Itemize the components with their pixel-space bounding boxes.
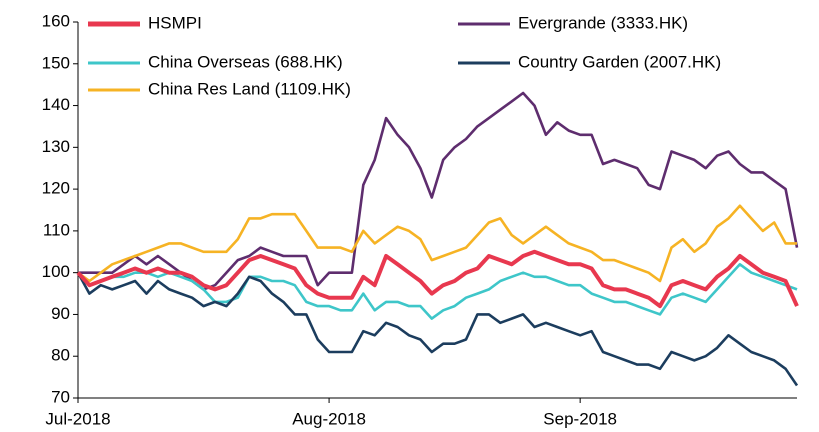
legend-label: China Overseas (688.HK) (148, 52, 343, 71)
line (77, 263, 798, 320)
line (76, 249, 799, 309)
y-tick-label: 140 (42, 95, 70, 114)
y-tick-label: 160 (42, 11, 70, 30)
legend-label: China Res Land (1109.HK) (148, 79, 351, 98)
legend-label: Evergrande (3333.HK) (518, 13, 688, 32)
line (77, 204, 797, 283)
y-tick-label: 120 (42, 179, 70, 198)
y-tick-label: 100 (42, 262, 70, 281)
legend-label: Country Garden (2007.HK) (518, 52, 721, 71)
line (78, 91, 799, 291)
x-tick-label: Jul-2018 (45, 409, 110, 428)
line (76, 272, 799, 387)
y-tick-label: 70 (51, 387, 70, 406)
y-tick-label: 150 (42, 53, 70, 72)
y-tick-label: 90 (51, 304, 70, 323)
y-tick-label: 80 (51, 346, 70, 365)
y-tick-label: 110 (43, 220, 70, 239)
legend-label: HSMPI (148, 13, 202, 32)
x-tick-label: Sep-2018 (543, 409, 617, 428)
x-tick-label: Aug-2018 (292, 409, 366, 428)
y-tick-label: 130 (42, 137, 70, 156)
